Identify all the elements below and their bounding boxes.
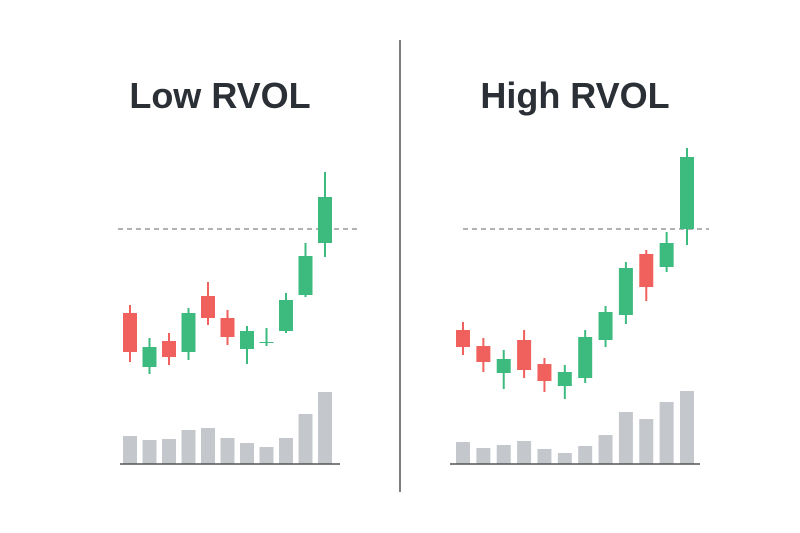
volume-bar [201,428,215,464]
volume-bar [618,412,633,464]
volume-bar [639,419,654,464]
candle-body [680,157,694,229]
volume-bar [598,435,613,464]
volume-bar [537,449,552,464]
candle-body [537,364,552,381]
candle-body [618,268,633,315]
candle-body [517,340,532,370]
volume-bar [496,445,511,464]
volume-bar [680,391,694,464]
volume-bar [659,402,674,464]
volume-bar [456,442,470,464]
volume-bar [259,447,274,464]
panel-title: High RVOL [480,75,669,116]
candle-body [318,197,332,243]
candle-body [298,256,313,295]
candle-body [557,372,572,386]
volume-bar [220,438,235,464]
candle-body [639,254,654,287]
volume-bar [298,414,313,464]
candle-body [456,330,470,347]
volume-bar [476,448,491,464]
candle-body [598,312,613,340]
candle-body [496,359,511,373]
candle-body [142,347,157,367]
volume-bar [142,440,157,464]
volume-bar [557,453,572,464]
candle-body [201,296,215,318]
candle-body [181,313,196,352]
candle-body [476,346,491,362]
volume-bar [162,439,176,464]
candle-body [279,300,293,331]
volume-bar [240,443,254,464]
volume-bar [318,392,332,464]
volume-bar [123,436,137,464]
volume-bar [578,446,593,464]
candle-body [659,243,674,267]
panel-title: Low RVOL [129,75,310,116]
candle-body [162,341,176,357]
volume-bar [517,441,532,464]
candle-body [578,337,593,378]
candle-body [220,318,235,337]
candle-body [259,342,274,343]
volume-bar [181,430,196,464]
volume-bar [279,438,293,464]
candle-body [240,331,254,349]
candle-body [123,313,137,352]
